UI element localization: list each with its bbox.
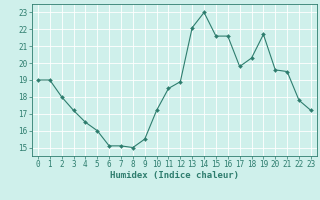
- X-axis label: Humidex (Indice chaleur): Humidex (Indice chaleur): [110, 171, 239, 180]
